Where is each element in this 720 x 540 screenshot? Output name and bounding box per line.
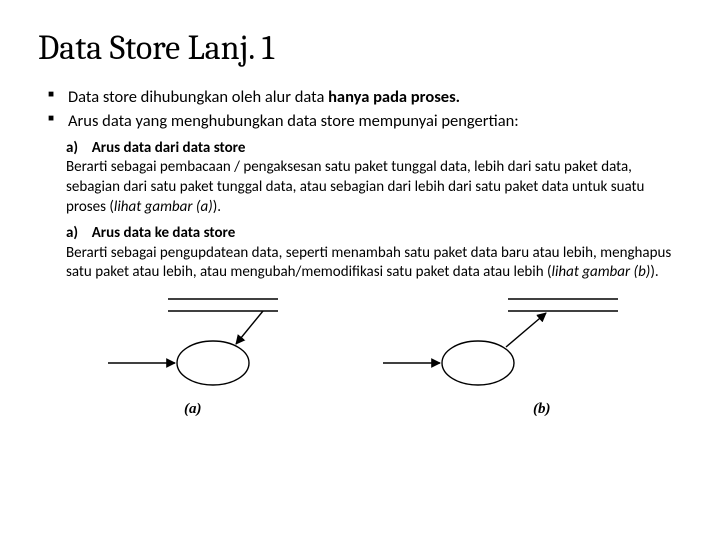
main-bullets: Data store dihubungkan oleh alur data ha… <box>48 86 682 133</box>
sub-body: Berarti sebagai pembacaan / pengaksesan … <box>66 158 682 217</box>
bullet-item: Arus data yang menghubungkan data store … <box>48 110 682 132</box>
figure-b: (b) <box>383 299 618 417</box>
bullet-text-pre: Data store dihubungkan oleh alur data <box>68 87 328 107</box>
sub-body-italic: lihat gambar (a) <box>114 198 213 216</box>
diagram-svg: (a) (b) <box>98 291 658 421</box>
figure-b-label: (b) <box>533 401 551 417</box>
sub-body-post: ). <box>213 198 221 216</box>
bullet-item: Data store dihubungkan oleh alur data ha… <box>48 86 682 108</box>
figure-a: (a) <box>108 299 278 417</box>
sub-label: a) <box>66 139 78 157</box>
page-title: Data Store Lanj. 1 <box>38 28 682 68</box>
sub-label: a) <box>66 224 78 242</box>
sub-section: a) Arus data dari data store Berarti seb… <box>66 139 682 284</box>
sub-heading: Arus data ke data store <box>92 224 236 242</box>
diagram-container: (a) (b) <box>98 291 658 421</box>
sub-heading-row: a) Arus data ke data store <box>66 224 682 244</box>
sub-body-post: ). <box>650 263 658 281</box>
figure-a-label: (a) <box>184 401 202 417</box>
bullet-text-pre: Arus data yang menghubungkan data store … <box>68 111 519 131</box>
sub-heading-row: a) Arus data dari data store <box>66 139 682 159</box>
sub-body: Berarti sebagai pengupdatean data, seper… <box>66 244 682 284</box>
sub-body-italic: lihat gambar (b) <box>552 263 651 281</box>
bullet-text-bold: hanya pada proses. <box>328 87 460 107</box>
sub-heading: Arus data dari data store <box>92 139 246 157</box>
